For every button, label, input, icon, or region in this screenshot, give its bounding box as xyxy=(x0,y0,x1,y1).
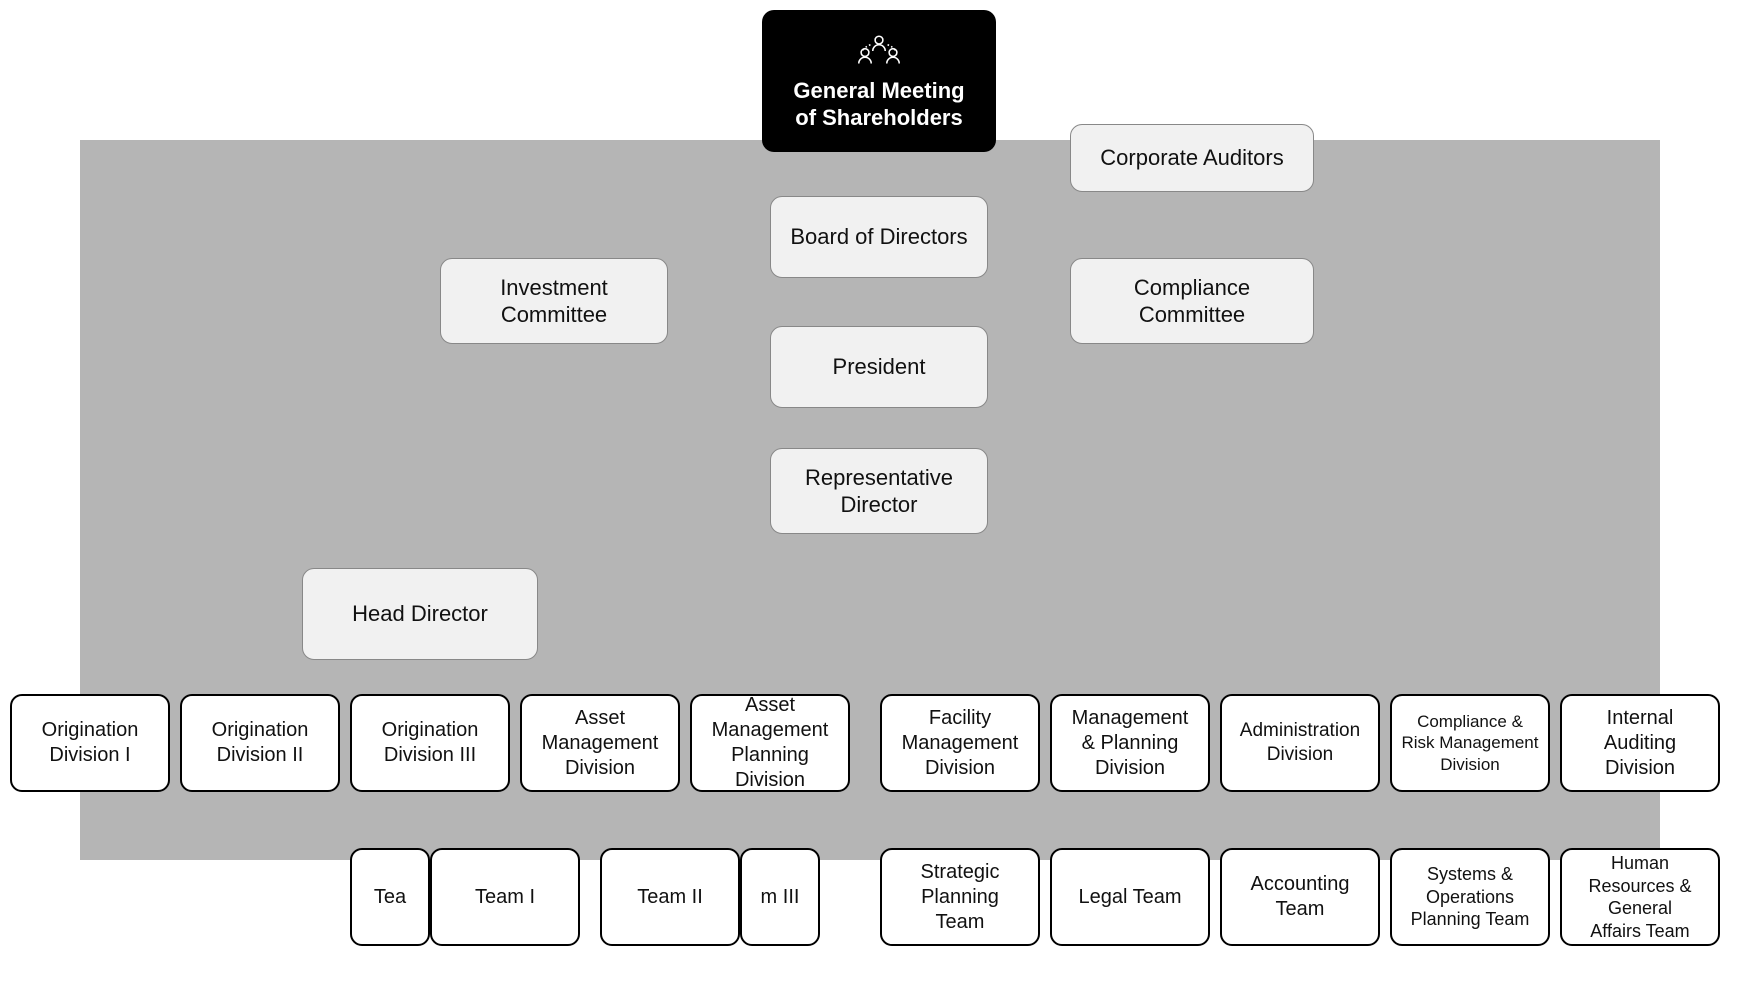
node-label: Division xyxy=(542,756,659,781)
node-label: Team I xyxy=(475,885,535,910)
node-label: of Shareholders xyxy=(793,104,964,132)
node-origination-2: OriginationDivision II xyxy=(180,694,340,792)
node-label: Committee xyxy=(500,301,608,329)
node-label: Team II xyxy=(637,885,703,910)
node-team-iii: m III xyxy=(740,848,820,946)
node-representative-director: Representative Director xyxy=(770,448,988,534)
node-label: Division xyxy=(1604,756,1676,781)
node-label: Board of Directors xyxy=(790,223,967,251)
node-label: Origination xyxy=(42,718,139,743)
node-label: Internal xyxy=(1604,706,1676,731)
node-head-director: Head Director xyxy=(302,568,538,660)
node-label: Division xyxy=(902,756,1019,781)
node-label: President xyxy=(833,353,926,381)
node-asset-plan: AssetManagementPlanningDivision xyxy=(690,694,850,792)
node-hr-ga: HumanResources &GeneralAffairs Team xyxy=(1560,848,1720,946)
node-corporate-auditors: Corporate Auditors xyxy=(1070,124,1314,192)
node-label: Tea xyxy=(374,885,406,910)
org-chart-canvas: General Meeting of Shareholders Corporat… xyxy=(0,0,1740,990)
node-label: Administration xyxy=(1240,719,1360,743)
node-label: Planning xyxy=(712,743,829,768)
node-label: General Meeting xyxy=(793,77,964,105)
node-strategic: StrategicPlanningTeam xyxy=(880,848,1040,946)
node-label: Division xyxy=(1072,756,1189,781)
node-label: Facility xyxy=(902,706,1019,731)
node-label: Accounting xyxy=(1251,872,1350,897)
node-label: Resources & xyxy=(1588,875,1691,898)
node-label: Division xyxy=(1401,754,1538,775)
node-label: Director xyxy=(805,491,953,519)
node-board-of-directors: Board of Directors xyxy=(770,196,988,278)
node-admin: AdministrationDivision xyxy=(1220,694,1380,792)
node-label: Legal Team xyxy=(1078,885,1181,910)
node-label: Planning Team xyxy=(1411,908,1530,931)
node-mgmt-plan: Management& PlanningDivision xyxy=(1050,694,1210,792)
node-label: & Planning xyxy=(1072,731,1189,756)
node-label: m III xyxy=(761,885,800,910)
node-internal-audit: InternalAuditingDivision xyxy=(1560,694,1720,792)
node-investment-committee: Investment Committee xyxy=(440,258,668,344)
node-label: Compliance & xyxy=(1401,711,1538,732)
node-label: Division xyxy=(1240,743,1360,767)
node-general-meeting: General Meeting of Shareholders xyxy=(762,10,996,152)
node-label: Team xyxy=(1251,897,1350,922)
node-label: Division II xyxy=(212,743,309,768)
node-label: Planning xyxy=(921,885,1000,910)
node-label: Division I xyxy=(42,743,139,768)
node-label: Origination xyxy=(212,718,309,743)
node-team-i: Team I xyxy=(430,848,580,946)
node-label: Representative xyxy=(805,464,953,492)
node-accounting: AccountingTeam xyxy=(1220,848,1380,946)
node-label: Management xyxy=(712,718,829,743)
node-compliance-risk: Compliance &Risk ManagementDivision xyxy=(1390,694,1550,792)
node-origination-3: OriginationDivision III xyxy=(350,694,510,792)
node-label: Asset xyxy=(712,693,829,718)
node-team-a: Tea xyxy=(350,848,430,946)
node-label: Committee xyxy=(1134,301,1250,329)
node-label: Corporate Auditors xyxy=(1100,144,1283,172)
node-label: Affairs Team xyxy=(1588,920,1691,943)
node-label: Operations xyxy=(1411,886,1530,909)
node-label: Head Director xyxy=(352,600,488,628)
node-systems-ops: Systems &OperationsPlanning Team xyxy=(1390,848,1550,946)
node-label: General xyxy=(1588,897,1691,920)
node-label: Human xyxy=(1588,852,1691,875)
node-asset-mgmt: AssetManagementDivision xyxy=(520,694,680,792)
node-label: Origination xyxy=(382,718,479,743)
node-label: Strategic xyxy=(921,860,1000,885)
node-label: Management xyxy=(1072,706,1189,731)
node-label: Compliance xyxy=(1134,274,1250,302)
node-label: Risk Management xyxy=(1401,732,1538,753)
node-label: Auditing xyxy=(1604,731,1676,756)
node-label: Division xyxy=(712,768,829,793)
node-label: Team xyxy=(921,910,1000,935)
node-label: Division III xyxy=(382,743,479,768)
node-compliance-committee: Compliance Committee xyxy=(1070,258,1314,344)
node-facility: FacilityManagementDivision xyxy=(880,694,1040,792)
node-origination-1: OriginationDivision I xyxy=(10,694,170,792)
people-icon xyxy=(851,31,907,71)
node-label: Asset xyxy=(542,706,659,731)
node-label: Systems & xyxy=(1411,863,1530,886)
node-president: President xyxy=(770,326,988,408)
node-label: Management xyxy=(902,731,1019,756)
node-legal: Legal Team xyxy=(1050,848,1210,946)
node-team-ii: Team II xyxy=(600,848,740,946)
node-label: Management xyxy=(542,731,659,756)
node-label: Investment xyxy=(500,274,608,302)
